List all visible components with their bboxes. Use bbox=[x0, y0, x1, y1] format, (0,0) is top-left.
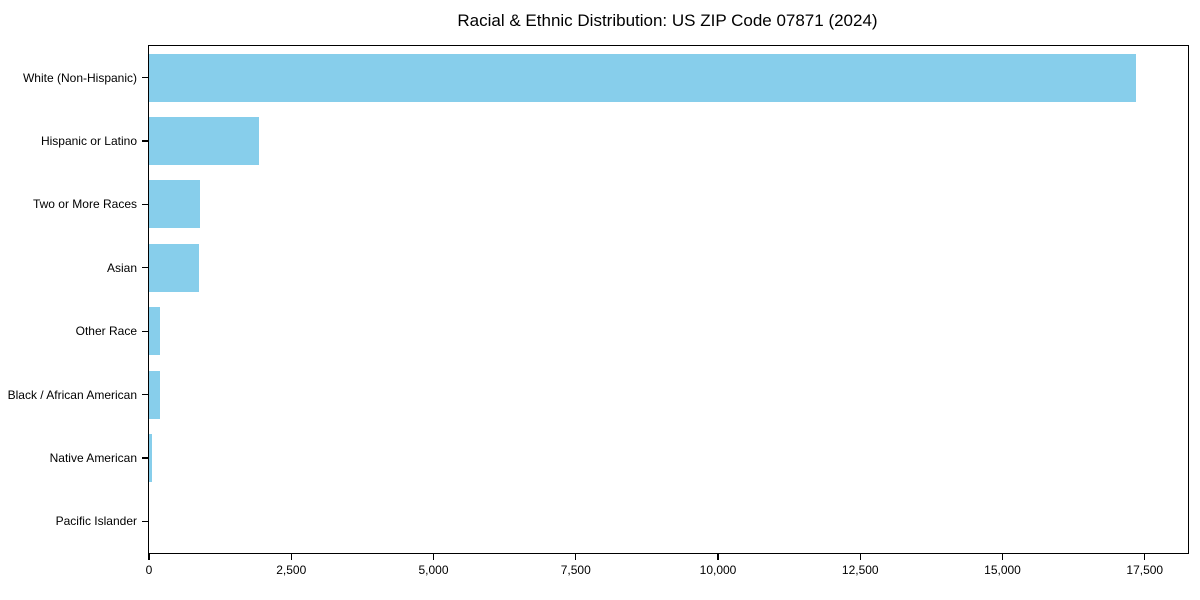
bar-white-non-hispanic bbox=[149, 53, 1136, 102]
x-tick-label: 7,500 bbox=[560, 563, 591, 577]
bar-asian bbox=[149, 243, 199, 292]
y-tick-label: Other Race bbox=[75, 324, 137, 339]
bar-two-or-more-races bbox=[149, 180, 200, 229]
x-axis-tick bbox=[717, 554, 719, 561]
x-tick-label: 0 bbox=[145, 563, 153, 577]
x-tick-label: 10,000 bbox=[699, 563, 737, 577]
y-tick-label: Two or More Races bbox=[32, 197, 137, 212]
chart-title: Racial & Ethnic Distribution: US ZIP Cod… bbox=[457, 11, 878, 30]
x-axis-tick bbox=[1144, 554, 1146, 561]
y-axis-tick bbox=[141, 77, 148, 79]
bar-hispanic-or-latino bbox=[149, 117, 259, 166]
x-axis-tick bbox=[432, 554, 435, 561]
bar-native-american bbox=[149, 433, 152, 482]
x-axis-tick bbox=[148, 554, 150, 561]
y-axis-tick bbox=[141, 520, 148, 522]
y-axis-tick bbox=[141, 203, 148, 206]
y-tick-label: White (Non-Hispanic) bbox=[22, 70, 137, 85]
y-tick-label: Asian bbox=[106, 260, 137, 275]
bar-black-african-american bbox=[149, 370, 161, 419]
y-tick-label: Black / African American bbox=[7, 387, 137, 402]
y-tick-label: Native American bbox=[49, 450, 137, 465]
x-axis-tick bbox=[575, 554, 577, 561]
x-axis-tick bbox=[859, 554, 861, 561]
x-axis-tick bbox=[1001, 554, 1004, 561]
y-tick-label: Hispanic or Latino bbox=[40, 134, 137, 149]
y-axis-tick bbox=[141, 330, 148, 332]
x-tick-label: 17,500 bbox=[1126, 563, 1164, 577]
x-axis-tick bbox=[290, 554, 292, 561]
y-axis-tick bbox=[141, 267, 148, 269]
y-axis-tick bbox=[141, 457, 148, 459]
plot-area: White (Non-Hispanic) Hispanic or Latino Tw… bbox=[8, 45, 1189, 577]
x-tick-label: 15,000 bbox=[984, 563, 1021, 577]
x-tick-label: 5,000 bbox=[418, 563, 449, 577]
y-axis-tick bbox=[141, 140, 148, 142]
y-axis-tick bbox=[141, 393, 148, 396]
y-tick-label: Pacific Islander bbox=[55, 514, 137, 529]
x-tick-label: 2,500 bbox=[276, 563, 307, 577]
bar-other-race bbox=[149, 307, 161, 356]
x-tick-label: 12,500 bbox=[841, 563, 879, 577]
